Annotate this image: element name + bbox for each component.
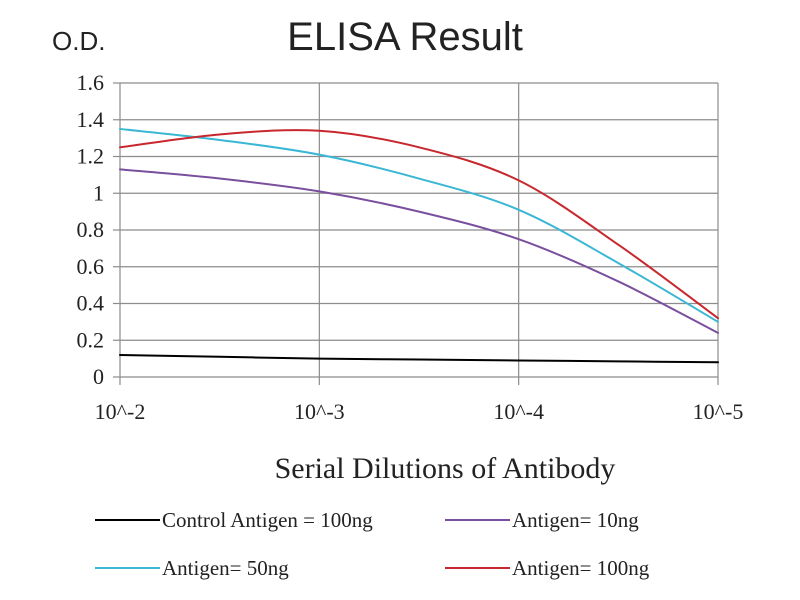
y-tick-label: 0.8 [77,217,105,242]
y-axis-label: O.D. [52,26,105,56]
y-tick-label: 0 [93,364,104,389]
y-tick-label: 0.6 [77,254,105,279]
x-tick-label: 10^-5 [693,399,744,424]
x-tick-label: 10^-2 [95,399,146,424]
grid-layer [119,82,719,378]
y-tick-label: 0.2 [77,327,105,352]
series-line-4 [119,129,719,320]
y-tick-label: 1 [93,180,104,205]
x-tick-label: 10^-4 [493,399,544,424]
axis-layer: 0 0.2 0.4 0.6 0.8 1 1.2 1.4 1.6 10^-2 10^-3 10^-4 10… [77,70,744,424]
series-line-1 [119,353,719,364]
y-tick-label: 0.4 [77,291,105,316]
series-layer [119,127,719,364]
legend-label: Antigen= 100ng [512,556,650,580]
series-line-2 [119,168,719,334]
y-tick-label: 1.2 [77,144,105,169]
legend-label: Antigen= 10ng [512,508,639,532]
x-tick-label: 10^-3 [294,399,345,424]
legend-label: Antigen= 50ng [162,556,289,580]
x-axis-label: Serial Dilutions of Antibody [275,452,616,485]
series-line-3 [119,127,719,323]
y-tick-label: 1.4 [77,107,105,132]
legend-label: Control Antigen = 100ng [162,508,373,532]
y-tick-label: 1.6 [77,70,105,95]
legend: Control Antigen = 100ng Antigen= 10ng Anti… [95,508,650,580]
chart-title: ELISA Result [287,15,523,59]
